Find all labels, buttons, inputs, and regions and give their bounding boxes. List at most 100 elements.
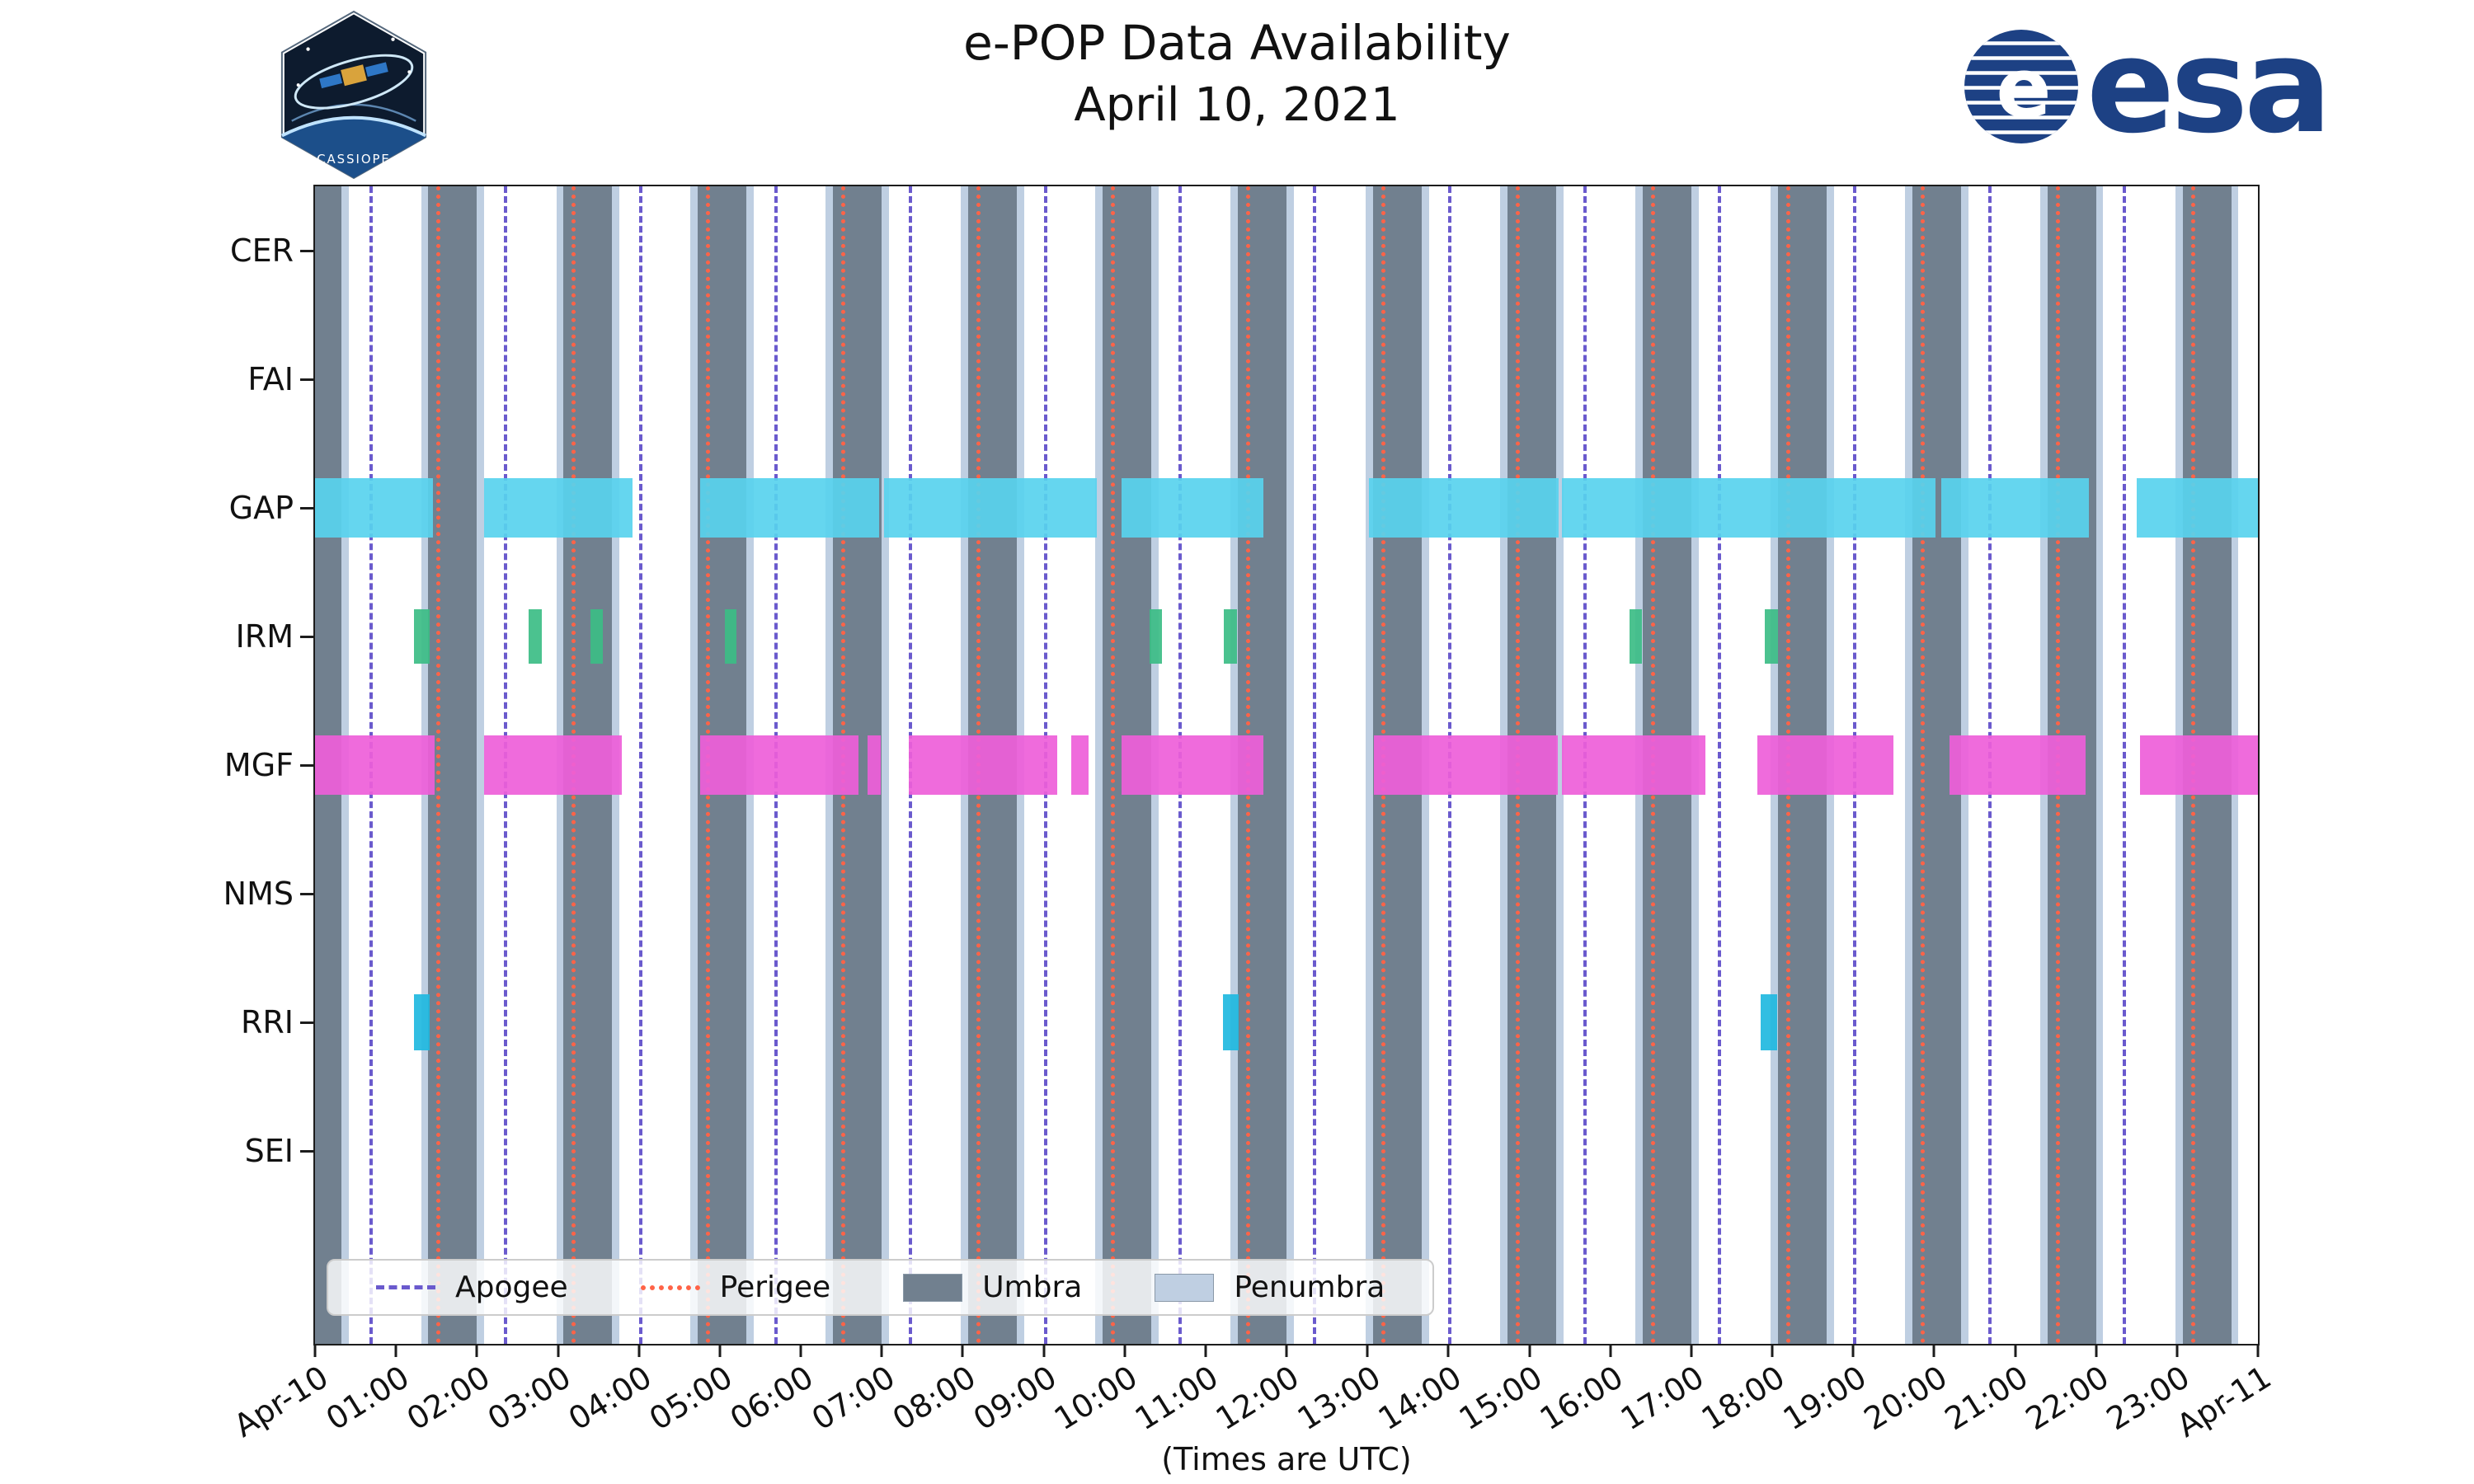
gap-availability-bar xyxy=(700,478,880,538)
perigee-line xyxy=(1110,186,1115,1344)
x-tick xyxy=(1285,1344,1288,1357)
y-tick xyxy=(300,378,313,381)
irm-availability-bar xyxy=(724,609,737,664)
perigee-line xyxy=(436,186,441,1344)
x-tick xyxy=(2014,1344,2016,1357)
mgf-availability-bar xyxy=(868,735,882,795)
legend-label-penumbra: Penumbra xyxy=(1234,1270,1385,1304)
penumbra-band xyxy=(882,186,889,1344)
penumbra-band xyxy=(2095,186,2104,1344)
y-tick xyxy=(300,892,313,895)
x-tick xyxy=(1446,1344,1450,1357)
legend-item-perigee: Perigee xyxy=(640,1270,830,1304)
apogee-line xyxy=(638,186,642,1344)
gap-availability-bar xyxy=(884,478,1098,538)
legend-swatch-umbra xyxy=(903,1273,963,1302)
rri-availability-bar xyxy=(1761,994,1777,1050)
x-tick xyxy=(880,1344,883,1357)
x-tick xyxy=(1932,1344,1935,1357)
legend-swatch-perigee xyxy=(640,1284,700,1290)
x-tick-label: 09:00 xyxy=(967,1359,1063,1438)
legend-swatch-apogee xyxy=(376,1285,435,1289)
x-tick xyxy=(1771,1344,1774,1357)
legend: Apogee Perigee Umbra Penumbra xyxy=(327,1259,1435,1316)
legend-swatch-penumbra xyxy=(1155,1273,1215,1302)
x-tick-label: 15:00 xyxy=(1452,1359,1549,1438)
x-tick xyxy=(475,1344,478,1357)
patch-orbit-swoosh xyxy=(294,54,414,110)
x-tick-label: 02:00 xyxy=(400,1359,496,1438)
x-tick xyxy=(1851,1344,1855,1357)
mgf-availability-bar xyxy=(484,735,623,795)
x-tick-label: 08:00 xyxy=(886,1359,982,1438)
x-tick xyxy=(313,1344,317,1357)
x-tick-label: 13:00 xyxy=(1291,1359,1387,1438)
y-axis-label-irm: IRM xyxy=(235,618,294,655)
mgf-availability-bar xyxy=(700,735,858,795)
mgf-availability-bar xyxy=(1949,735,2086,795)
legend-item-apogee: Apogee xyxy=(376,1270,568,1304)
legend-item-umbra: Umbra xyxy=(903,1270,1082,1304)
x-tick xyxy=(2256,1344,2260,1357)
x-tick xyxy=(637,1344,641,1357)
umbra-band xyxy=(428,186,477,1344)
cassiope-mission-patch-icon: CASSIOPE xyxy=(279,8,429,181)
apogee-line xyxy=(1313,186,1317,1344)
x-tick-label: 07:00 xyxy=(805,1359,901,1438)
penumbra-band xyxy=(690,186,698,1344)
legend-label-apogee: Apogee xyxy=(455,1270,568,1304)
chart-title: e-POP Data Availability xyxy=(963,15,1511,71)
apogee-line xyxy=(2123,186,2127,1344)
svg-text:e: e xyxy=(1996,41,2051,136)
x-tick-label: Apr-11 xyxy=(2170,1359,2278,1444)
x-tick xyxy=(1042,1344,1045,1357)
irm-availability-bar xyxy=(1630,609,1642,664)
x-tick xyxy=(1204,1344,1207,1357)
x-axis-label: (Times are UTC) xyxy=(1161,1441,1412,1477)
x-tick xyxy=(394,1344,397,1357)
mgf-availability-bar xyxy=(1070,735,1089,795)
y-tick xyxy=(300,249,313,252)
x-tick-label: 16:00 xyxy=(1533,1359,1630,1438)
x-tick xyxy=(2175,1344,2179,1357)
plot-area: Apogee Perigee Umbra Penumbra CER FAI GAP IRM M… xyxy=(223,185,2277,1444)
x-tick-label: 21:00 xyxy=(1938,1359,2034,1438)
patch-earth xyxy=(281,117,426,178)
x-tick xyxy=(2095,1344,2098,1357)
penumbra-band xyxy=(1286,186,1294,1344)
irm-availability-bar xyxy=(1224,609,1238,664)
x-tick-label: 18:00 xyxy=(1696,1359,1792,1438)
penumbra-band xyxy=(1904,186,1912,1344)
x-tick-label: 14:00 xyxy=(1371,1359,1468,1438)
x-tick xyxy=(557,1344,559,1357)
x-tick-label: 12:00 xyxy=(1210,1359,1306,1438)
x-tick-label: Apr-10 xyxy=(227,1359,335,1444)
x-tick xyxy=(961,1344,964,1357)
apogee-line xyxy=(1718,186,1722,1344)
irm-availability-bar xyxy=(1765,609,1778,664)
y-tick xyxy=(300,506,313,510)
x-tick-label: 22:00 xyxy=(2019,1359,2115,1438)
x-tick xyxy=(1366,1344,1369,1357)
gap-availability-bar xyxy=(315,478,434,538)
esa-globe-icon: e xyxy=(1964,30,2078,143)
x-tick-label: 01:00 xyxy=(319,1359,416,1438)
x-tick-label: 11:00 xyxy=(1128,1359,1225,1438)
y-tick xyxy=(300,1149,313,1153)
y-axis-label-mgf: MGF xyxy=(223,747,294,783)
x-tick-label: 04:00 xyxy=(562,1359,658,1438)
penumbra-band xyxy=(1555,186,1564,1344)
gap-availability-bar xyxy=(1121,478,1263,538)
y-axis-label-cer: CER xyxy=(230,232,294,269)
x-tick-label: 03:00 xyxy=(481,1359,577,1438)
y-tick xyxy=(300,635,313,638)
rri-availability-bar xyxy=(413,994,430,1050)
chart-subtitle: April 10, 2021 xyxy=(1074,77,1400,132)
cassiope-patch-label: CASSIOPE xyxy=(317,152,391,167)
mgf-availability-bar xyxy=(2139,735,2258,795)
esa-wordmark: esa xyxy=(2086,11,2332,162)
x-tick-label: 10:00 xyxy=(1047,1359,1144,1438)
legend-item-penumbra: Penumbra xyxy=(1155,1270,1385,1304)
rri-availability-bar xyxy=(1223,994,1239,1050)
